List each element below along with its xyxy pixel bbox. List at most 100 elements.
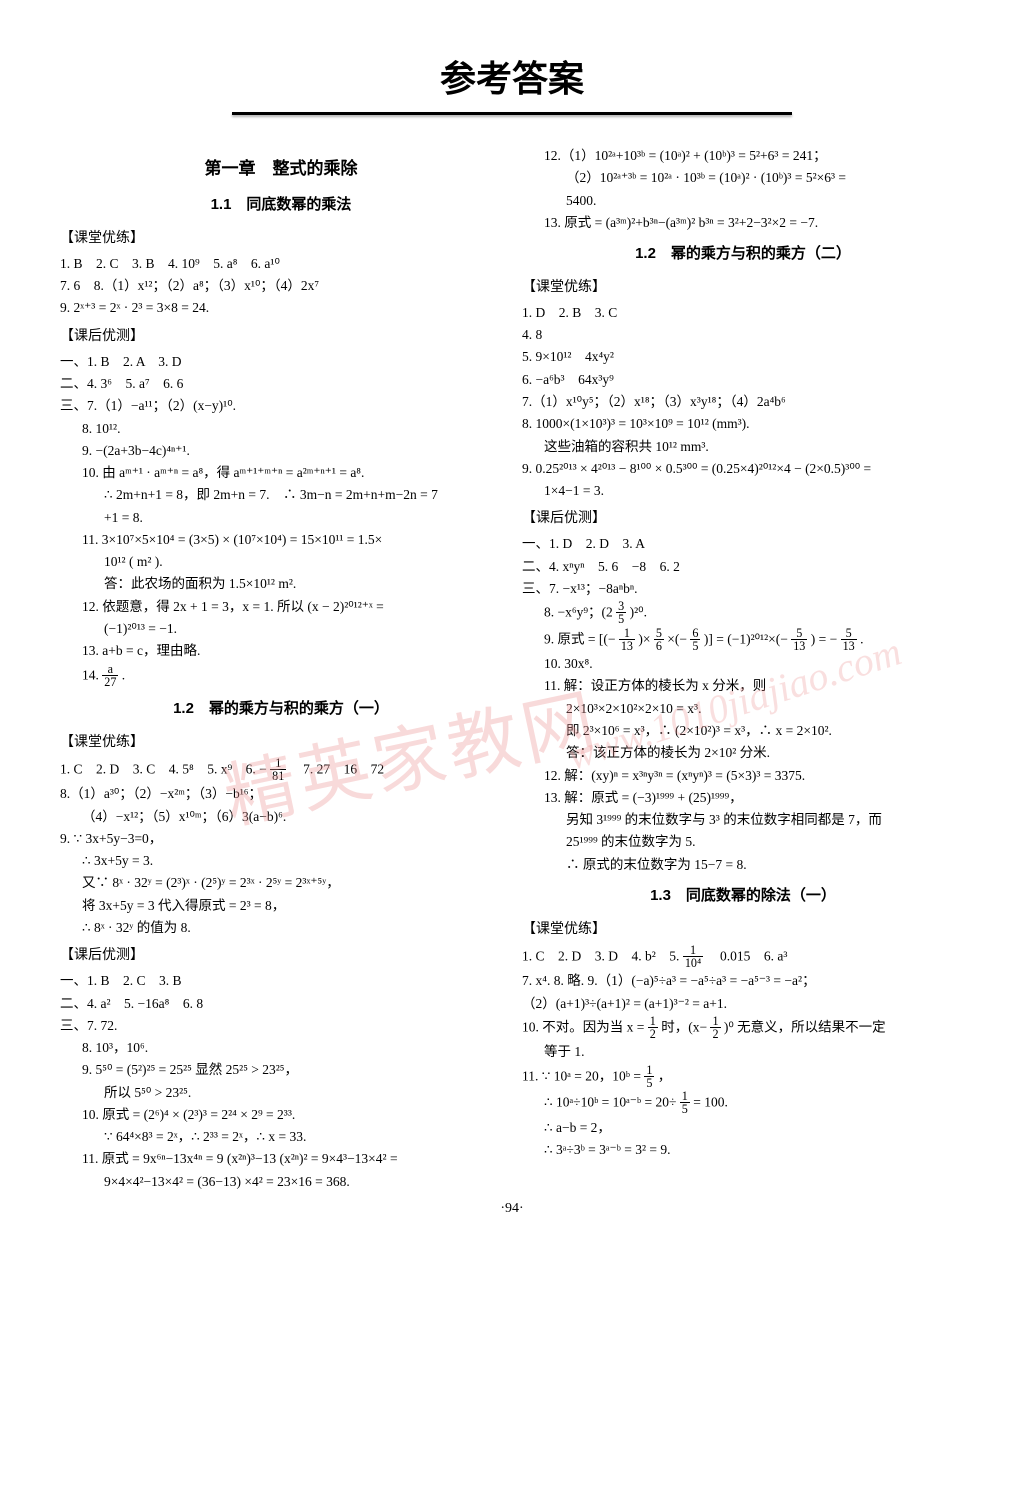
section-1-1-title: 1.1 同底数幂的乘法 (60, 193, 502, 218)
answer-line: 10. 不对。因为当 x = 12 时，(x− 12 )⁰ 无意义，所以结果不一… (522, 1015, 964, 1042)
answer-line: 这些油箱的容积共 10¹² mm³. (522, 436, 964, 458)
fraction: a27 (102, 663, 118, 690)
classroom-practice-heading: 【课堂优练】 (522, 275, 964, 298)
fraction: 12 (710, 1015, 720, 1042)
answer-line: 5400. (522, 190, 964, 212)
answer-line: +1 = 8. (60, 507, 502, 529)
answer-line: 9. ∵ 3x+5y−3=0， (60, 828, 502, 850)
after-class-heading: 【课后优测】 (522, 506, 964, 529)
answer-line: 又∵ 8ˣ · 32ʸ = (2³)ˣ · (2⁵)ʸ = 2³ˣ · 2⁵ʸ … (60, 872, 502, 894)
text: )× (638, 631, 650, 646)
fraction: 15 (680, 1090, 690, 1117)
answer-line: 二、4. xⁿyⁿ 5. 6 −8 6. 2 (522, 556, 964, 578)
answer-line: 7. 6 8.（1）x¹²；（2）a⁸；（3）x¹⁰；（4）2x⁷ (60, 275, 502, 297)
answer-line: 即 2³×10⁶ = x³，∴ (2×10²)³ = x³，∴ x = 2×10… (522, 720, 964, 742)
fraction: 110⁴ (683, 944, 703, 971)
answer-line: 9. 5⁵⁰ = (5²)²⁵ = 25²⁵ 显然 25²⁵ > 23²⁵， (60, 1059, 502, 1081)
text: ×(− (667, 631, 687, 646)
answer-line: （4）−x¹²；（5）x¹⁰ᵐ；（6）3(a−b)⁶. (60, 806, 502, 828)
answer-line: 一、1. D 2. D 3. A (522, 533, 964, 555)
answer-line: 答：此农场的面积为 1.5×10¹² m². (60, 573, 502, 595)
answer-line: 二、4. a² 5. −16a⁸ 6. 8 (60, 993, 502, 1015)
answer-line: 8. 1000×(1×10³)³ = 10³×10⁹ = 10¹² (mm³). (522, 413, 964, 435)
answer-line: 1. C 2. D 3. C 4. 5⁸ 5. x⁹ 6. − 181 7. 2… (60, 757, 502, 784)
answer-line: 1×4−1 = 3. (522, 480, 964, 502)
text: 14. (82, 667, 102, 682)
answer-line: 12. 依题意，得 2x + 1 = 3，x = 1. 所以 (x − 2)²⁰… (60, 596, 502, 618)
fraction: 65 (690, 627, 700, 654)
answer-line: ∴ 10ᵃ÷10ᵇ = 10ᵃ⁻ᵇ = 20÷ 15 = 100. (522, 1090, 964, 1117)
answer-line: 10. 由 aᵐ⁺¹ · aᵐ⁺ⁿ = a⁸，得 aᵐ⁺¹⁺ᵐ⁺ⁿ = a²ᵐ⁺… (60, 462, 502, 484)
text: 9. 原式 = [(− (544, 631, 615, 646)
answer-line: 答：该正方体的棱长为 2×10² 分米. (522, 742, 964, 764)
answer-line: 另知 3¹⁹⁹⁹ 的末位数字与 3³ 的末位数字相同都是 7，而 (522, 809, 964, 831)
answer-line: 11. 解：设正方体的棱长为 x 分米，则 (522, 675, 964, 697)
answer-line: 1. C 2. D 3. D 4. b² 5. 110⁴ 0.015 6. a³ (522, 944, 964, 971)
text: 0.015 6. a³ (707, 948, 788, 963)
answer-line: 9. 原式 = [(− 113 )× 56 ×(− 65 )] = (−1)²⁰… (522, 627, 964, 654)
left-column: 第一章 整式的乘除 1.1 同底数幂的乘法 【课堂优练】 1. B 2. C 3… (60, 145, 502, 1193)
text: 11. ∵ 10ᵃ = 20，10ᵇ = (522, 1068, 644, 1083)
answer-line: ∴ 原式的末位数字为 15−7 = 8. (522, 854, 964, 876)
answer-line: ∴ 3x+5y = 3. (60, 850, 502, 872)
after-class-heading: 【课后优测】 (60, 943, 502, 966)
chapter-title: 第一章 整式的乘除 (60, 155, 502, 183)
answer-line: 1. D 2. B 3. C (522, 302, 964, 324)
answer-line: ∵ 64⁴×8³ = 2ˣ，∴ 2³³ = 2ˣ，∴ x = 33. (60, 1126, 502, 1148)
answer-line: 11. 原式 = 9x⁶ⁿ−13x⁴ⁿ = 9 (x²ⁿ)³−13 (x²ⁿ)²… (60, 1148, 502, 1170)
after-class-heading: 【课后优测】 (60, 324, 502, 347)
answer-line: 7.（1）x¹⁰y⁵；（2）x¹⁸；（3）x³y¹⁸；（4）2a⁴b⁶ (522, 391, 964, 413)
fraction: 181 (270, 757, 286, 784)
text: ， (658, 1068, 672, 1083)
answer-line: 6. −a⁶b³ 64x³y⁹ (522, 369, 964, 391)
answer-key-page: 参考答案 精英家教网 www.1010jiajiao.com 第一章 整式的乘除… (0, 0, 1024, 1237)
answer-line: 13. 解：原式 = (−3)¹⁹⁹⁹ + (25)¹⁹⁹⁹， (522, 787, 964, 809)
answer-line: 9. 0.25²⁰¹³ × 4²⁰¹³ − 8¹⁰⁰ × 0.5³⁰⁰ = (0… (522, 458, 964, 480)
answer-line: 11. ∵ 10ᵃ = 20，10ᵇ = 15 ， (522, 1064, 964, 1091)
answer-line: ∴ 2m+n+1 = 8，即 2m+n = 7. ∴ 3m−n = 2m+n+m… (60, 484, 502, 506)
text: ∴ 10ᵃ÷10ᵇ = 10ᵃ⁻ᵇ = 20÷ (544, 1094, 676, 1109)
answer-line: 2×10³×2×10²×2×10 = x³. (522, 698, 964, 720)
answer-line: 三、7. −x¹³；−8aⁿbⁿ. (522, 578, 964, 600)
right-column: 12.（1）10²ᵃ+10³ᵇ = (10ᵃ)² + (10ᵇ)³ = 5²+6… (522, 145, 964, 1193)
text: . (860, 631, 863, 646)
answer-line: 13. a+b = c，理由略. (60, 640, 502, 662)
fraction: 12 (648, 1015, 658, 1042)
answer-line: 25¹⁹⁹⁹ 的末位数字为 5. (522, 831, 964, 853)
classroom-practice-heading: 【课堂优练】 (522, 917, 964, 940)
answer-line: （2）(a+1)³÷(a+1)² = (a+1)³⁻² = a+1. (522, 993, 964, 1015)
answer-line: 13. 原式 = (a³ᵐ)²+b³ⁿ−(a³ᵐ)² b³ⁿ = 3²+2−3²… (522, 212, 964, 234)
classroom-practice-heading: 【课堂优练】 (60, 730, 502, 753)
answer-line: 14. a27 . (60, 663, 502, 690)
answer-line: 7. x⁴. 8. 略. 9.（1）(−a)⁵÷a³ = −a⁵÷a³ = −a… (522, 970, 964, 992)
answer-line: ∴ 3ᵃ÷3ᵇ = 3ᵃ⁻ᵇ = 3² = 9. (522, 1139, 964, 1161)
text: 10. 不对。因为当 x = (522, 1019, 648, 1034)
text: 1. C 2. D 3. C 4. 5⁸ 5. x⁹ 6. − (60, 761, 267, 776)
answer-line: 9. 2ˣ⁺³ = 2ˣ · 2³ = 3×8 = 24. (60, 297, 502, 319)
text: )⁰ 无意义，所以结果不一定 (724, 1019, 886, 1034)
answer-line: (−1)²⁰¹³ = −1. (60, 618, 502, 640)
answer-line: 11. 3×10⁷×5×10⁴ = (3×5) × (10⁷×10⁴) = 15… (60, 529, 502, 551)
title-underline (232, 112, 792, 115)
answer-line: 所以 5⁵⁰ > 23²⁵. (60, 1082, 502, 1104)
answer-line: 10. 30x⁸. (522, 653, 964, 675)
answer-line: 9×4×4²−13×4² = (36−13) ×4² = 23×16 = 368… (60, 1171, 502, 1193)
text: 8. −x⁶y⁹；(2 (544, 605, 616, 620)
fraction: 35 (616, 600, 626, 627)
answer-line: ∴ a−b = 2， (522, 1117, 964, 1139)
answer-line: ∴ 8ˣ · 32ʸ 的值为 8. (60, 917, 502, 939)
page-number: ·94· (60, 1201, 964, 1217)
section-1-2-2-title: 1.2 幂的乘方与积的乘方（二） (522, 242, 964, 267)
answer-line: 一、1. B 2. C 3. B (60, 970, 502, 992)
answer-line: （2）10²ᵃ⁺³ᵇ = 10²ᵃ · 10³ᵇ = (10ᵃ)² · (10ᵇ… (522, 167, 964, 189)
answer-line: 一、1. B 2. A 3. D (60, 351, 502, 373)
text: 时，(x− (661, 1019, 707, 1034)
answer-line: 4. 8 (522, 324, 964, 346)
section-1-3-title: 1.3 同底数幂的除法（一） (522, 884, 964, 909)
answer-line: 三、7. 72. (60, 1015, 502, 1037)
answer-line: 1. B 2. C 3. B 4. 10⁹ 5. a⁸ 6. a¹⁰ (60, 253, 502, 275)
page-title: 参考答案 (60, 50, 964, 102)
fraction: 513 (841, 627, 857, 654)
fraction: 513 (791, 627, 807, 654)
answer-line: 12. 解：(xy)ⁿ = x³ⁿy³ⁿ = (xⁿyⁿ)³ = (5×3)³ … (522, 765, 964, 787)
